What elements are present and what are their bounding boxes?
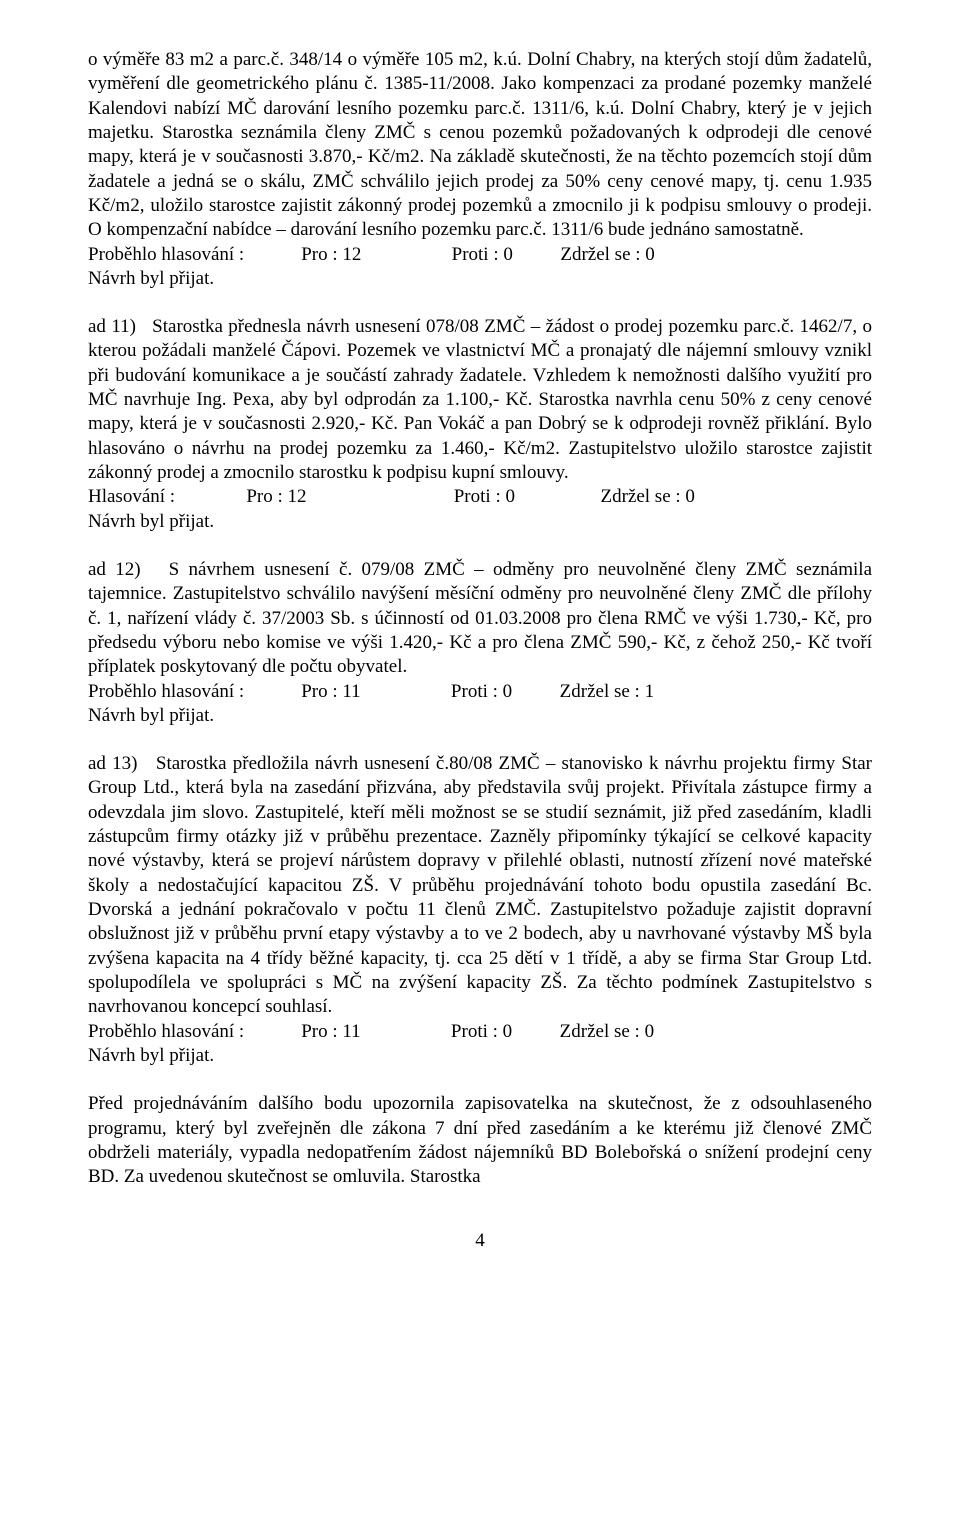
vote-1-line: Proběhlo hlasování : Pro : 12 Proti : 0 … xyxy=(88,243,872,267)
paragraph-4: ad 13) Starostka předložila návrh usnese… xyxy=(88,752,872,1068)
paragraph-1-text: o výměře 83 m2 a parc.č. 348/14 o výměře… xyxy=(88,48,872,243)
vote-4-accepted: Návrh byl přijat. xyxy=(88,1044,872,1068)
paragraph-2: ad 11) Starostka přednesla návrh usnesen… xyxy=(88,315,872,534)
vote-1-accepted: Návrh byl přijat. xyxy=(88,267,872,291)
paragraph-5-text: Před projednáváním dalšího bodu upozorni… xyxy=(88,1092,872,1189)
vote-4-line: Proběhlo hlasování : Pro : 11 Proti : 0 … xyxy=(88,1020,872,1044)
paragraph-2-text: ad 11) Starostka přednesla návrh usnesen… xyxy=(88,315,872,485)
paragraph-5: Před projednáváním dalšího bodu upozorni… xyxy=(88,1092,872,1189)
paragraph-3-text: ad 12) S návrhem usnesení č. 079/08 ZMČ … xyxy=(88,558,872,680)
vote-2-accepted: Návrh byl přijat. xyxy=(88,510,872,534)
vote-2-line: Hlasování : Pro : 12 Proti : 0 Zdržel se… xyxy=(88,485,872,509)
page-number: 4 xyxy=(88,1229,872,1253)
paragraph-4-text: ad 13) Starostka předložila návrh usnese… xyxy=(88,752,872,1019)
paragraph-1: o výměře 83 m2 a parc.č. 348/14 o výměře… xyxy=(88,48,872,291)
vote-3-accepted: Návrh byl přijat. xyxy=(88,704,872,728)
paragraph-3: ad 12) S návrhem usnesení č. 079/08 ZMČ … xyxy=(88,558,872,728)
vote-3-line: Proběhlo hlasování : Pro : 11 Proti : 0 … xyxy=(88,680,872,704)
